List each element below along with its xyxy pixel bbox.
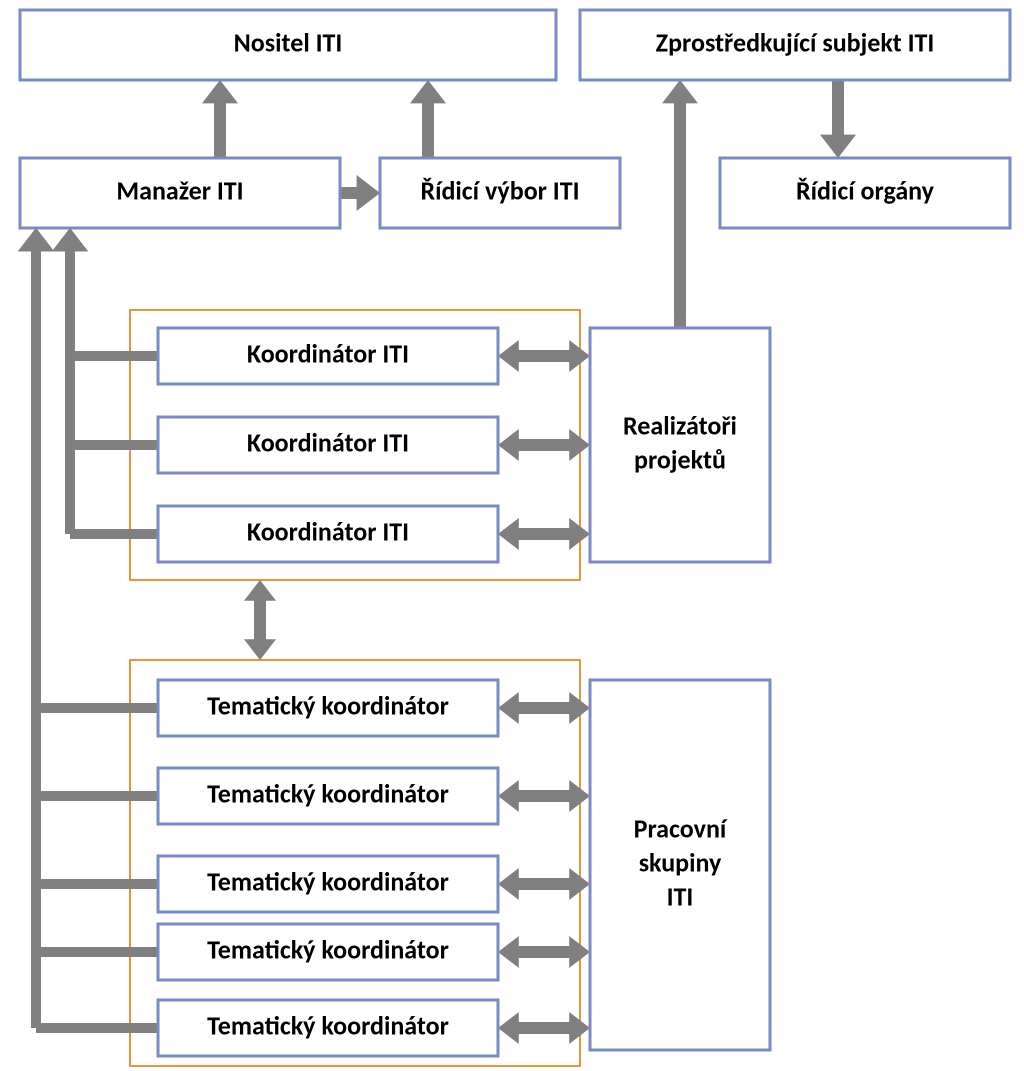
node-manazer-iti-label: Manažer ITI — [116, 174, 243, 206]
arrow-up-realizatori-to-zprost — [662, 80, 698, 328]
node-nositel-iti-label: Nositel ITI — [234, 26, 343, 58]
node-koordinator-iti-1-label: Koordinátor ITI — [247, 426, 409, 458]
node-realizatori-projektu-label-0: Realizátoři — [623, 409, 737, 441]
node-realizatori-projektu-label-1: projektů — [634, 443, 726, 475]
node-ridici-vybor-iti: Řídicí výbor ITI — [380, 158, 620, 228]
iti-org-diagram: Nositel ITI Zprostředkující subjekt ITI Ma… — [0, 0, 1024, 1071]
arrow-double-h-0 — [498, 340, 590, 372]
node-pracovni-skupiny-iti: PracovnískupinyITI — [590, 680, 770, 1050]
arrow-double-h-4 — [498, 780, 590, 812]
arrow-right-manazer-to-ridicivybor — [340, 175, 380, 211]
node-zprostredkujici: Zprostředkující subjekt ITI — [580, 10, 1010, 80]
node-ridici-organy: Řídicí orgány — [720, 158, 1010, 228]
arrow-up-ridicivybor-to-nositel — [410, 80, 446, 158]
node-koordinator-iti-0: Koordinátor ITI — [158, 328, 498, 384]
node-tematicky-koordinator-1: Tematický koordinátor — [158, 768, 498, 824]
node-realizatori-projektu: Realizátořiprojektů — [590, 328, 770, 562]
arrow-double-v-koord-group-to-tema-group — [244, 580, 276, 660]
node-nositel-iti: Nositel ITI — [20, 10, 556, 80]
node-pracovni-skupiny-iti-label-2: ITI — [667, 880, 694, 912]
node-pracovni-skupiny-iti-label-1: skupiny — [639, 846, 722, 878]
node-zprostredkujici-label: Zprostředkující subjekt ITI — [656, 26, 935, 58]
node-ridici-organy-label: Řídicí orgány — [796, 174, 935, 206]
node-koordinator-iti-0-label: Koordinátor ITI — [247, 337, 409, 369]
node-koordinator-iti-2: Koordinátor ITI — [158, 506, 498, 562]
node-tematicky-koordinator-2-label: Tematický koordinátor — [207, 865, 449, 897]
node-tematicky-koordinator-0: Tematický koordinátor — [158, 680, 498, 736]
node-tematicky-koordinator-1-label: Tematický koordinátor — [207, 777, 449, 809]
arrow-up-manazer-to-nositel — [202, 80, 238, 158]
node-koordinator-iti-1: Koordinátor ITI — [158, 417, 498, 473]
arrow-down-zprost-to-ridiciorgany — [820, 80, 856, 158]
elbow-tema5-to-manazer — [18, 228, 158, 1028]
node-manazer-iti: Manažer ITI — [20, 158, 340, 228]
node-tematicky-koordinator-3-label: Tematický koordinátor — [207, 933, 449, 965]
node-pracovni-skupiny-iti-label-0: Pracovní — [634, 812, 728, 844]
arrow-double-h-2 — [498, 518, 590, 550]
node-koordinator-iti-2-label: Koordinátor ITI — [247, 515, 409, 547]
elbow-koord3-to-manazer — [52, 228, 158, 534]
arrow-double-h-3 — [498, 692, 590, 724]
node-tematicky-koordinator-4: Tematický koordinátor — [158, 1000, 498, 1056]
arrow-double-h-1 — [498, 429, 590, 461]
arrow-double-h-7 — [498, 1012, 590, 1044]
node-tematicky-koordinator-3: Tematický koordinátor — [158, 924, 498, 980]
arrow-double-h-5 — [498, 868, 590, 900]
node-tematicky-koordinator-0-label: Tematický koordinátor — [207, 689, 449, 721]
arrow-double-h-6 — [498, 936, 590, 968]
node-tematicky-koordinator-2: Tematický koordinátor — [158, 856, 498, 912]
node-ridici-vybor-iti-label: Řídicí výbor ITI — [420, 174, 579, 206]
node-tematicky-koordinator-4-label: Tematický koordinátor — [207, 1009, 449, 1041]
